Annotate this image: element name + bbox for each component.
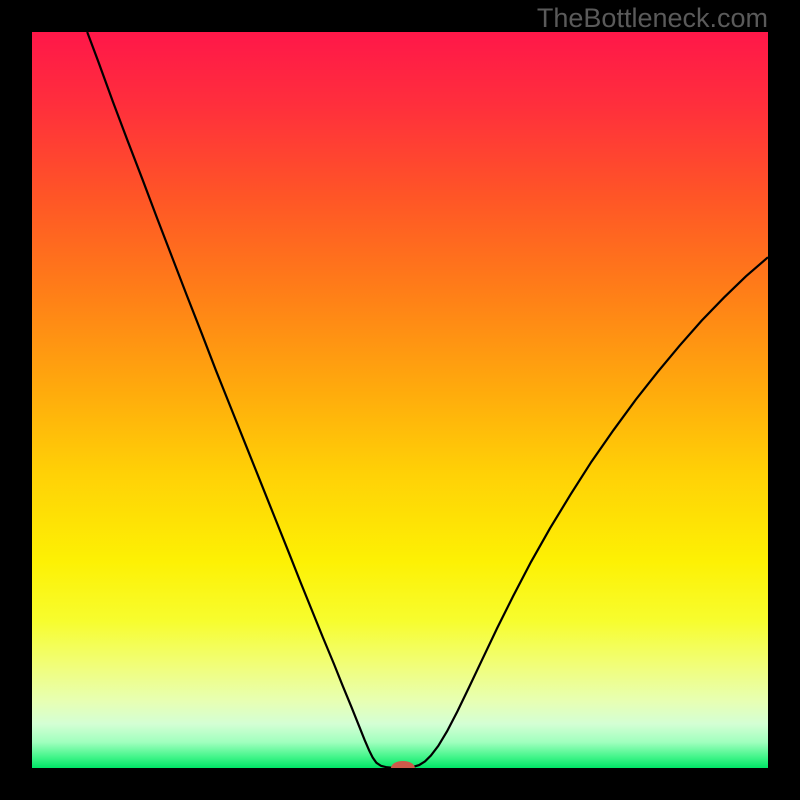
chart-frame: TheBottleneck.com [0,0,800,800]
plot-area [32,32,768,768]
watermark-text: TheBottleneck.com [537,3,768,34]
gradient-background [32,32,768,768]
